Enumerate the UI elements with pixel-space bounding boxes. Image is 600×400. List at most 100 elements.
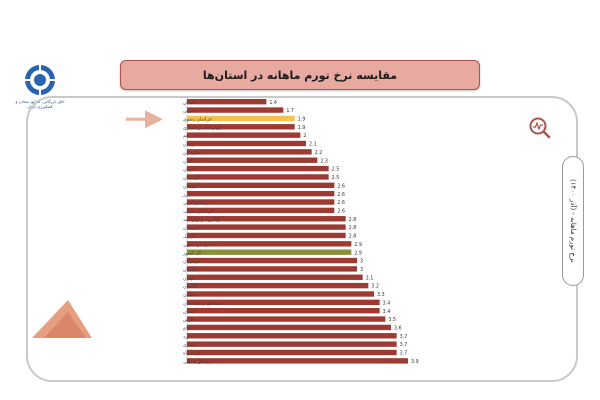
corner-triangle-decoration	[32, 300, 92, 338]
category-label: کل کشور	[182, 250, 202, 256]
category-label: آذربایجان شرقی	[183, 208, 215, 214]
value-label: 2.2	[315, 150, 323, 156]
value-label: 3.1	[366, 275, 374, 281]
bar	[187, 140, 306, 147]
category-label: اردبیل	[183, 235, 195, 240]
bar	[187, 207, 335, 214]
bar	[187, 291, 374, 297]
value-label: 3.7	[400, 342, 408, 348]
bar	[187, 257, 357, 264]
bar	[187, 132, 301, 138]
value-label: 2.3	[320, 158, 328, 164]
value-label: 2.5	[332, 167, 340, 173]
bar	[187, 333, 397, 339]
value-label: 2.8	[349, 217, 357, 223]
bar	[187, 266, 357, 272]
value-label: 2.6	[337, 192, 345, 198]
category-label: قزوین	[183, 109, 195, 114]
value-label: 2.8	[349, 225, 357, 231]
value-label: 1.4	[269, 100, 277, 106]
bar	[187, 157, 318, 163]
value-label: 1.7	[286, 108, 294, 114]
bar	[187, 224, 346, 230]
chart-title-banner: مقایسه نرخ تورم ماهانه در استان‌ها	[120, 60, 480, 90]
category-label: گلستان	[183, 283, 198, 290]
value-label: 3.3	[377, 292, 385, 298]
value-label: 3.2	[371, 284, 379, 290]
bar	[187, 316, 386, 322]
value-label: 2.6	[337, 208, 345, 214]
magnifier-chart-icon	[528, 116, 552, 140]
category-label: چهارمحال و بختیاری	[183, 126, 221, 131]
bar	[187, 249, 352, 255]
bar	[187, 107, 284, 113]
bar	[187, 282, 369, 289]
category-label: همدان	[183, 101, 196, 106]
value-label: 3.6	[394, 326, 402, 332]
value-label: 2.6	[337, 183, 345, 189]
bar	[187, 341, 397, 347]
bar	[187, 182, 335, 188]
category-label: مرکزی	[183, 342, 197, 348]
category-label: کرمان	[183, 167, 196, 173]
bar	[187, 199, 335, 205]
side-label-text: (آذر ۱۴۰۰) - نرخ تورم ماهانه	[569, 179, 577, 263]
category-label: زنجان	[183, 143, 194, 148]
category-label: قم	[183, 134, 188, 139]
bar	[187, 232, 346, 239]
category-label: سیستان و بلوچستان	[183, 301, 222, 306]
bar	[187, 308, 380, 314]
bar	[187, 165, 329, 172]
category-label: خراسان شمالی	[183, 360, 213, 365]
value-label: 3	[360, 259, 363, 265]
bar	[187, 358, 408, 364]
category-label: کردستان	[183, 175, 201, 181]
category-label: سمنان	[183, 268, 196, 273]
bar	[187, 324, 391, 331]
category-label: هرمزگان	[183, 258, 200, 265]
value-label: 3.9	[411, 359, 419, 365]
value-label: 2.6	[337, 200, 345, 206]
value-label: 2.9	[354, 250, 362, 256]
value-label: 2.9	[354, 242, 362, 248]
bar	[187, 149, 312, 155]
bar	[187, 299, 380, 306]
value-label: 3.4	[383, 300, 391, 306]
value-label: 3.4	[383, 309, 391, 315]
bar	[187, 349, 397, 356]
bar	[187, 241, 352, 247]
category-label: البرز	[182, 193, 192, 198]
value-label: 2	[303, 133, 306, 139]
bar	[187, 174, 329, 180]
category-label: خراسان جنوبی	[183, 243, 212, 248]
bar	[187, 124, 295, 130]
bar	[187, 216, 346, 222]
value-label: 1.9	[298, 125, 306, 131]
bar	[187, 115, 295, 122]
value-label: 3.5	[388, 317, 396, 323]
value-label: 3.7	[400, 351, 408, 357]
value-label: 3.7	[400, 334, 408, 340]
category-label: یزد	[183, 335, 190, 340]
chamber-logo	[22, 62, 58, 98]
category-label: ایلام	[183, 327, 191, 332]
category-label: اصفهان	[183, 293, 197, 298]
side-label-pill: (آذر ۱۴۰۰) - نرخ تورم ماهانه	[562, 156, 584, 286]
category-label: خوزستان	[183, 226, 201, 231]
bar	[187, 190, 335, 197]
value-label: 2.1	[309, 142, 317, 148]
category-label: کهگیلویه و بویراحمد	[183, 216, 221, 223]
bar	[187, 274, 363, 280]
category-label: سمنان	[183, 310, 196, 315]
value-label: 2.5	[332, 175, 340, 181]
value-label: 2.8	[349, 234, 357, 240]
category-label: کرمانشاه	[183, 351, 202, 357]
category-label: خراسان رضوی	[183, 118, 212, 123]
category-label: مازندران	[183, 151, 200, 156]
value-label: 1.9	[298, 117, 306, 123]
category-label: لرستان	[183, 184, 197, 189]
category-label: آذربایجان غربی	[183, 200, 212, 206]
category-label: تهران	[183, 276, 194, 281]
value-label: 3	[360, 267, 363, 273]
